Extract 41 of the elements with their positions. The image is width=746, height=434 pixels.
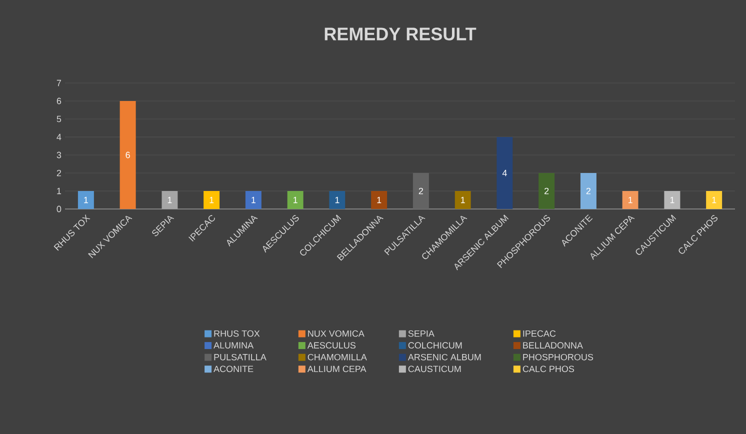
data-label: 2 [586,188,590,194]
y-tick-label: 4 [56,134,62,140]
legend-label: ALUMINA [214,342,254,348]
legend-label: PHOSPHOROUS [523,354,594,360]
data-label: 1 [210,196,214,204]
data-label: 2 [544,188,549,194]
y-tick-label: 7 [56,80,62,86]
y-tick-label: 5 [56,116,62,122]
legend-label: ACONITE [214,366,254,372]
y-tick-label: 6 [56,98,62,104]
legend-label: IPECAC [523,330,556,337]
data-label: 1 [712,196,716,204]
data-label: 6 [126,152,130,158]
data-label: 1 [377,196,382,204]
data-label: 1 [84,196,88,204]
legend-label: PULSATILLA [214,354,266,360]
legend-label: SEPIA [408,330,434,337]
data-label: 1 [252,196,256,204]
y-tick-label: 3 [56,152,62,158]
data-label: 1 [335,196,340,204]
data-label: 1 [628,196,632,204]
legend-label: RHUS TOX [214,330,260,337]
legend-label: COLCHICUM [408,342,462,349]
legend-label: CAUSTICUM [408,366,461,372]
data-label: 1 [461,196,465,204]
legend-label: ARSENIC ALBUM [408,354,481,360]
data-label: 4 [502,170,507,176]
data-label: 2 [418,188,423,194]
y-tick-label: 2 [56,170,62,176]
data-label: 1 [670,196,674,204]
data-label: 1 [294,196,298,204]
chart-title: REMEDY RESULT [324,28,476,40]
y-tick-label: 1 [57,188,62,194]
y-tick-label: 0 [56,206,62,212]
legend-label: CHAMOMILLA [308,354,367,360]
legend-label: CALC PHOS [522,366,574,372]
legend-label: ALLIUM CEPA [307,366,366,372]
data-label: 1 [168,196,172,204]
legend-label: AESCULUS [307,342,356,349]
legend-label: NUX VOMICA [308,330,364,337]
legend-label: BELLADONNA [523,342,583,349]
